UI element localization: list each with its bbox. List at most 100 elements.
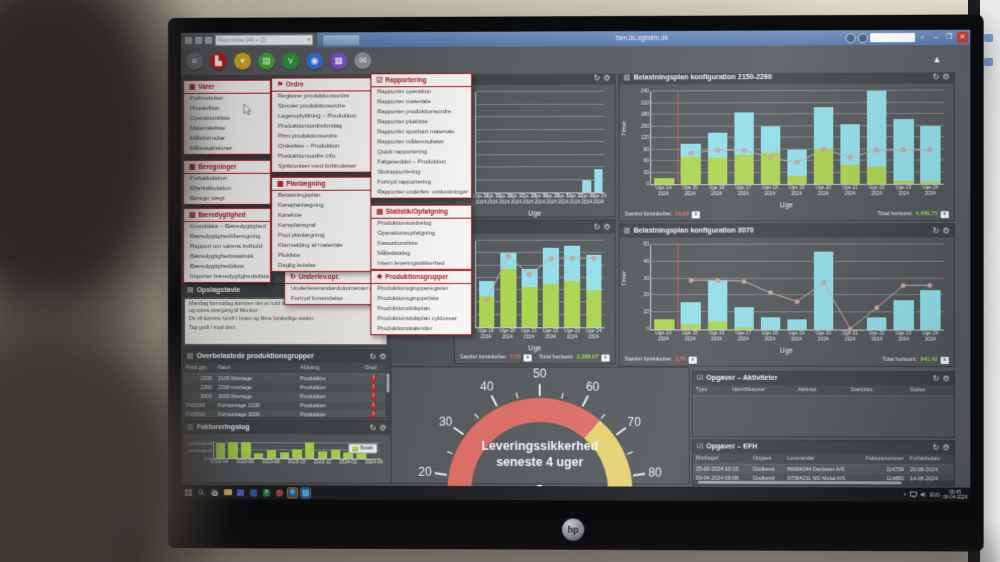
- menu-item[interactable]: Quick rapportering: [377, 149, 428, 156]
- column-header[interactable]: Leverandør: [787, 455, 815, 462]
- menu-item[interactable]: Slutrapportering: [377, 169, 421, 176]
- menu-item[interactable]: Rapporter plukliste: [377, 119, 428, 126]
- calculation-app-icon[interactable]: ▦: [330, 52, 348, 70]
- gear-icon[interactable]: ⚙: [942, 373, 950, 383]
- refresh-icon[interactable]: ↻: [369, 351, 377, 361]
- menu-item[interactable]: Produktionsordre info: [278, 153, 336, 160]
- menu-item[interactable]: Produktionsordreforslag: [278, 123, 342, 130]
- menu-item[interactable]: Pool planlægning: [278, 232, 325, 239]
- menu-item[interactable]: Måledatalog: [377, 250, 411, 257]
- bar-segment-green: [330, 449, 341, 459]
- chart-area: Timer 0 30 60 90 120 150 180 210 240 Uge 14 2024 Uge…: [622, 88, 948, 209]
- menu-item[interactable]: Daglig ledelse: [278, 262, 316, 269]
- export-icon[interactable]: x: [940, 210, 949, 218]
- menu-item[interactable]: Kassationsliste: [377, 240, 418, 247]
- menu-item[interactable]: Registrer produktionsordre: [278, 93, 350, 100]
- taskbar-clock[interactable]: 08:45 08-04-2024: [943, 489, 968, 500]
- menu-item[interactable]: Køreliste: [278, 212, 302, 219]
- app-icon[interactable]: [275, 488, 284, 497]
- menu-item[interactable]: Synkroniser med forbindelser: [278, 163, 357, 170]
- menu-item[interactable]: Produktionsordrelog: [377, 220, 432, 227]
- gear-icon[interactable]: ⚙: [942, 71, 950, 81]
- menu-item[interactable]: Ordreliste – Produktion: [278, 143, 340, 150]
- refresh-icon[interactable]: ↻: [932, 71, 940, 82]
- find-routine-input[interactable]: Find rutine (Alt + Q) ▾: [214, 34, 314, 46]
- refresh-icon[interactable]: ↻: [932, 225, 940, 235]
- gear-icon[interactable]: ⚙: [942, 442, 950, 452]
- export-icon[interactable]: x: [601, 354, 610, 362]
- notification-bell-icon[interactable]: ▲: [932, 53, 942, 64]
- refresh-icon[interactable]: ↻: [369, 422, 377, 433]
- export-icon[interactable]: x: [523, 353, 532, 361]
- menu-item[interactable]: Belastningsplan: [278, 192, 321, 199]
- y-tick-label: 10: [643, 309, 650, 316]
- refresh-icon[interactable]: ↻: [932, 373, 940, 383]
- refresh-icon[interactable]: ↻: [593, 222, 601, 232]
- x-tick-label: Uge 19 2024: [478, 329, 494, 340]
- menu-item[interactable]: Plukliste: [278, 252, 301, 259]
- menu-item[interactable]: Rapporter underlev. omkostninger: [377, 189, 469, 196]
- x-tick-label: Uge 22 2024: [868, 185, 885, 197]
- menu-title: ▤ Statistik/Opfølgning: [371, 205, 472, 219]
- menu-item[interactable]: Rapporter måleresultater: [377, 139, 445, 146]
- menu-item[interactable]: Rapporter materiale: [377, 99, 431, 106]
- menu-item[interactable]: Produktionsgrupperegister: [377, 286, 449, 293]
- menu-ordre: ⚑ Ordre Registrer produktionsordre Simuler …: [271, 77, 372, 173]
- menu-item[interactable]: Produktionskalender: [377, 326, 433, 333]
- display-icon[interactable]: [909, 492, 916, 498]
- column-header[interactable]: Aktivitet: [797, 387, 817, 394]
- column-header[interactable]: Forfaldsdato: [909, 456, 941, 463]
- gear-icon[interactable]: ⚙: [379, 351, 387, 361]
- refresh-icon[interactable]: ↻: [932, 442, 940, 452]
- menu-item[interactable]: Intern leveringssikkerhed: [377, 260, 445, 267]
- menu-item[interactable]: Klarmelding af materiale: [278, 242, 343, 249]
- menu-item[interactable]: Lageropfyldning – Produktion: [278, 113, 357, 120]
- table-cell: Produktion: [300, 402, 326, 409]
- liquidity-app-icon[interactable]: ◉: [306, 52, 324, 70]
- export-icon[interactable]: x: [940, 356, 949, 364]
- scrollbar-horizontal[interactable]: [692, 479, 954, 486]
- column-header[interactable]: Status: [909, 387, 926, 394]
- column-header[interactable]: Type: [695, 386, 708, 393]
- menu-item[interactable]: Rapporter sporbart materiale: [377, 129, 455, 136]
- menu-item[interactable]: Operationsopfølgning: [377, 230, 436, 237]
- tray-chevron-icon[interactable]: ˄: [903, 491, 907, 498]
- column-header[interactable]: Startdato: [850, 387, 873, 394]
- menu-item[interactable]: Køreplansgraf: [278, 222, 316, 229]
- gear-icon[interactable]: ⚙: [379, 422, 387, 433]
- gear-icon[interactable]: ⚙: [603, 222, 611, 232]
- column-header[interactable]: Fakturanummer: [865, 455, 904, 463]
- mail-app-icon[interactable]: ✉: [354, 52, 372, 70]
- y-tick-label: 0: [646, 181, 650, 188]
- menu-item[interactable]: Køreplanlægning: [278, 202, 324, 209]
- menu-item[interactable]: Produktionstidsplan cyklusser: [377, 316, 458, 323]
- column-header[interactable]: Identifikatorer: [732, 386, 766, 394]
- purchase-app-icon[interactable]: ▤: [258, 52, 276, 70]
- column-header[interactable]: Afdeling: [300, 365, 320, 372]
- gear-icon[interactable]: ⚙: [942, 225, 950, 235]
- gear-icon[interactable]: ⚙: [603, 72, 611, 83]
- menu-item[interactable]: Produktionsgruppeliste: [377, 296, 439, 303]
- menu-item[interactable]: Print produktionsordre: [278, 133, 338, 140]
- export-icon[interactable]: x: [688, 356, 698, 364]
- excel-icon[interactable]: X: [263, 488, 271, 496]
- menu-item[interactable]: Simuler produktionsordre: [278, 103, 346, 110]
- inventory-app-icon[interactable]: ⋎: [282, 52, 300, 70]
- refresh-icon[interactable]: ↻: [593, 73, 601, 83]
- export-icon[interactable]: x: [691, 210, 701, 218]
- language-indicator[interactable]: ENG: [929, 492, 941, 498]
- sales-app-icon[interactable]: ▾: [233, 52, 251, 70]
- active-app-icon[interactable]: [300, 486, 312, 499]
- column-header[interactable]: Grad: [364, 365, 377, 372]
- menu-icon: ↻: [290, 273, 296, 281]
- menu-item[interactable]: Rapporter produktionsordre: [377, 109, 452, 116]
- column-header[interactable]: Opgave: [752, 455, 772, 462]
- outlook-icon[interactable]: O: [287, 486, 299, 498]
- menu-item[interactable]: Rapporter operation: [377, 89, 432, 96]
- column-header[interactable]: Modtaget: [695, 455, 719, 462]
- menu-item[interactable]: Produktionstidsplan: [377, 306, 431, 313]
- word-icon[interactable]: [249, 488, 258, 497]
- speaker-icon[interactable]: [920, 492, 927, 498]
- menu-item[interactable]: Følgeseddel – Produktion: [377, 159, 447, 166]
- menu-item[interactable]: Fortryd rapportering: [377, 179, 431, 186]
